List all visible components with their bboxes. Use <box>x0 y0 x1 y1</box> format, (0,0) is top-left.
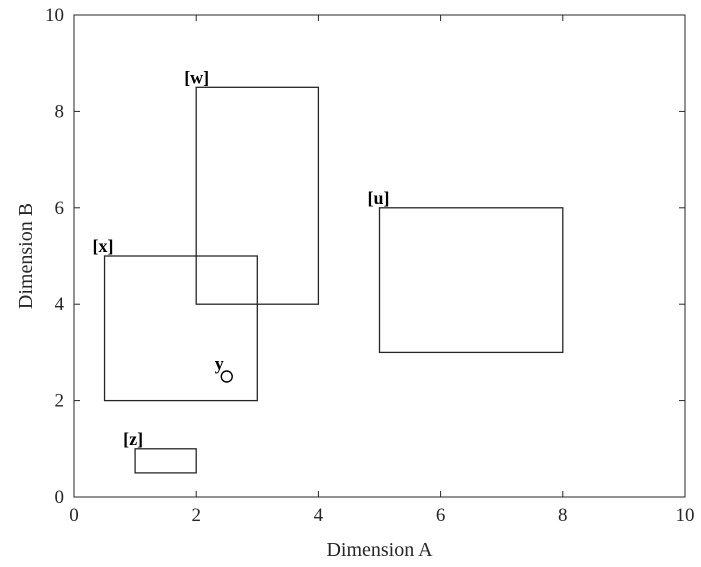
region-rectangle <box>378 207 564 354</box>
y-tick-label: 6 <box>55 198 65 219</box>
region-label: [x] <box>93 236 114 256</box>
region-label: [w] <box>184 67 209 87</box>
plot-frame <box>73 14 686 498</box>
x-tick-label: 0 <box>69 505 79 526</box>
x-tick-label: 6 <box>436 505 446 526</box>
region-rectangle <box>103 255 258 402</box>
axis-ticks: 0 2 4 6 8 10 0 2 4 6 8 10 <box>45 5 695 526</box>
point-marker <box>220 370 233 383</box>
y-tick-label: 0 <box>55 487 65 508</box>
region-rectangle <box>134 448 197 474</box>
region-label: [z] <box>123 429 143 449</box>
y-axis-title: Dimension B <box>15 203 37 309</box>
point-label: y <box>215 354 224 374</box>
x-tick-label: 2 <box>191 505 201 526</box>
y-tick-label: 4 <box>55 294 65 315</box>
y-tick-label: 8 <box>55 101 65 122</box>
x-tick-label: 10 <box>676 505 695 526</box>
y-tick-label: 2 <box>55 391 65 412</box>
y-tick-label: 10 <box>45 5 64 26</box>
plot-marks: [w] [u] [x] [z] y <box>93 67 564 474</box>
x-tick-label: 4 <box>314 505 324 526</box>
region-label: [u] <box>368 188 390 208</box>
x-tick-label: 8 <box>558 505 568 526</box>
x-axis-title: Dimension A <box>326 539 433 561</box>
